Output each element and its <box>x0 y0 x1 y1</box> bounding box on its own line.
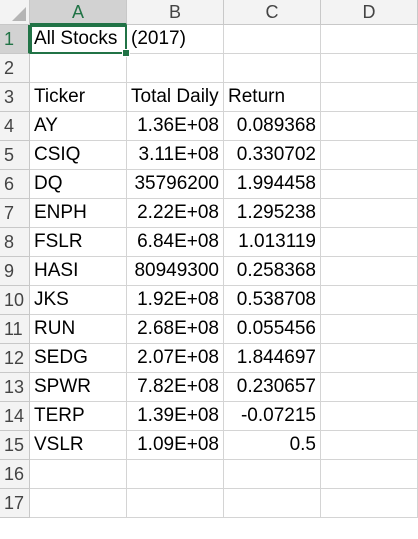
select-all-corner[interactable] <box>0 0 30 25</box>
row-header-7[interactable]: 7 <box>0 199 30 228</box>
row-header-1[interactable]: 1 <box>0 25 30 54</box>
cell-d7[interactable] <box>321 199 418 228</box>
cell-d13[interactable] <box>321 373 418 402</box>
row-header-2[interactable]: 2 <box>0 54 30 83</box>
cell-c8[interactable]: 1.013119 <box>224 228 321 257</box>
cell-a11[interactable]: RUN <box>30 315 127 344</box>
cell-b5[interactable]: 3.11E+08 <box>127 141 224 170</box>
cell-c1[interactable] <box>224 25 321 54</box>
cell-a14[interactable]: TERP <box>30 402 127 431</box>
row-header-8[interactable]: 8 <box>0 228 30 257</box>
cell-c15[interactable]: 0.5 <box>224 431 321 460</box>
cell-a8[interactable]: FSLR <box>30 228 127 257</box>
cell-a16[interactable] <box>30 460 127 489</box>
cell-d4[interactable] <box>321 112 418 141</box>
cell-c6[interactable]: 1.994458 <box>224 170 321 199</box>
row-header-4[interactable]: 4 <box>0 112 30 141</box>
cell-b11[interactable]: 2.68E+08 <box>127 315 224 344</box>
cell-a4[interactable]: AY <box>30 112 127 141</box>
cell-d16[interactable] <box>321 460 418 489</box>
cell-a10[interactable]: JKS <box>30 286 127 315</box>
cell-d10[interactable] <box>321 286 418 315</box>
row-header-9[interactable]: 9 <box>0 257 30 286</box>
cell-d1[interactable] <box>321 25 418 54</box>
row-header-17[interactable]: 17 <box>0 489 30 518</box>
select-all-triangle-icon <box>12 7 26 21</box>
cell-c2[interactable] <box>224 54 321 83</box>
row-header-5[interactable]: 5 <box>0 141 30 170</box>
cell-a17[interactable] <box>30 489 127 518</box>
cell-b10[interactable]: 1.92E+08 <box>127 286 224 315</box>
cell-c3[interactable]: Return <box>224 83 321 112</box>
cell-d14[interactable] <box>321 402 418 431</box>
column-header-d[interactable]: D <box>321 0 418 25</box>
cell-b6[interactable]: 35796200 <box>127 170 224 199</box>
cell-d15[interactable] <box>321 431 418 460</box>
cell-b2[interactable] <box>127 54 224 83</box>
cell-d6[interactable] <box>321 170 418 199</box>
cell-d5[interactable] <box>321 141 418 170</box>
row-header-3[interactable]: 3 <box>0 83 30 112</box>
cell-b8[interactable]: 6.84E+08 <box>127 228 224 257</box>
cell-a13[interactable]: SPWR <box>30 373 127 402</box>
row-header-16[interactable]: 16 <box>0 460 30 489</box>
cell-a1-text: All Stocks <box>34 28 120 49</box>
row-header-11[interactable]: 11 <box>0 315 30 344</box>
cell-a5[interactable]: CSIQ <box>30 141 127 170</box>
cell-b3[interactable]: Total Daily Volume <box>127 83 224 112</box>
cell-c7[interactable]: 1.295238 <box>224 199 321 228</box>
cell-b14[interactable]: 1.39E+08 <box>127 402 224 431</box>
cell-b17[interactable] <box>127 489 224 518</box>
cell-d3[interactable] <box>321 83 418 112</box>
cell-d8[interactable] <box>321 228 418 257</box>
row-header-12[interactable]: 12 <box>0 344 30 373</box>
cell-c11[interactable]: 0.055456 <box>224 315 321 344</box>
cell-d11[interactable] <box>321 315 418 344</box>
cell-d17[interactable] <box>321 489 418 518</box>
cell-b12[interactable]: 2.07E+08 <box>127 344 224 373</box>
cell-a6[interactable]: DQ <box>30 170 127 199</box>
cell-c10[interactable]: 0.538708 <box>224 286 321 315</box>
row-header-14[interactable]: 14 <box>0 402 30 431</box>
cell-a12[interactable]: SEDG <box>30 344 127 373</box>
cell-c5[interactable]: 0.330702 <box>224 141 321 170</box>
row-header-15[interactable]: 15 <box>0 431 30 460</box>
row-header-13[interactable]: 13 <box>0 373 30 402</box>
cell-a1[interactable]: All Stocks <box>30 25 130 57</box>
cell-d2[interactable] <box>321 54 418 83</box>
cell-c14[interactable]: -0.07215 <box>224 402 321 431</box>
column-header-c[interactable]: C <box>224 0 321 25</box>
row-header-10[interactable]: 10 <box>0 286 30 315</box>
cell-a7[interactable]: ENPH <box>30 199 127 228</box>
cell-b4[interactable]: 1.36E+08 <box>127 112 224 141</box>
cell-d9[interactable] <box>321 257 418 286</box>
cell-c16[interactable] <box>224 460 321 489</box>
cell-c4[interactable]: 0.089368 <box>224 112 321 141</box>
cell-b13[interactable]: 7.82E+08 <box>127 373 224 402</box>
cell-c12[interactable]: 1.844697 <box>224 344 321 373</box>
cell-b16[interactable] <box>127 460 224 489</box>
cell-a2[interactable] <box>30 54 127 83</box>
cell-a15[interactable]: VSLR <box>30 431 127 460</box>
cell-c17[interactable] <box>224 489 321 518</box>
cell-d12[interactable] <box>321 344 418 373</box>
cell-a1-overflow-text: (2017) <box>131 28 186 49</box>
cell-b1[interactable]: (2017) <box>127 25 224 54</box>
cell-b7[interactable]: 2.22E+08 <box>127 199 224 228</box>
cell-c9[interactable]: 0.258368 <box>224 257 321 286</box>
cell-b9[interactable]: 80949300 <box>127 257 224 286</box>
cell-b3-text: Total Daily Volume <box>131 86 220 107</box>
cell-b15[interactable]: 1.09E+08 <box>127 431 224 460</box>
column-header-a[interactable]: A <box>30 0 127 25</box>
cell-a3[interactable]: Ticker <box>30 83 127 112</box>
column-header-b[interactable]: B <box>127 0 224 25</box>
cell-c13[interactable]: 0.230657 <box>224 373 321 402</box>
row-header-6[interactable]: 6 <box>0 170 30 199</box>
cell-a9[interactable]: HASI <box>30 257 127 286</box>
